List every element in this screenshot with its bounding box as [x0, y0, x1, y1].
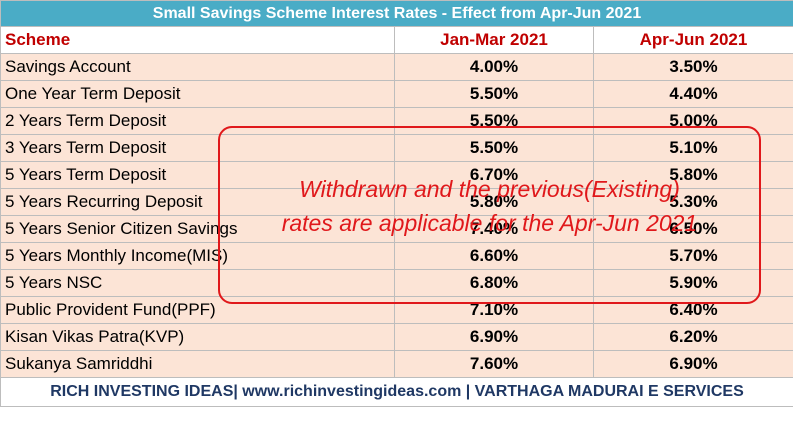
footer-credits: RICH INVESTING IDEAS| www.richinvestingi…: [0, 377, 793, 407]
apr-jun-rate-cell: 6.20%: [593, 323, 793, 351]
table-title: Small Savings Scheme Interest Rates - Ef…: [0, 0, 793, 27]
scheme-name-cell: 5 Years Monthly Income(MIS): [0, 242, 395, 270]
apr-jun-rate-cell: 5.70%: [593, 242, 793, 270]
scheme-name-cell: 5 Years Recurring Deposit: [0, 188, 395, 216]
jan-mar-rate-cell: 6.80%: [394, 269, 594, 297]
jan-mar-rate-cell: 6.60%: [394, 242, 594, 270]
footer-row: RICH INVESTING IDEAS| www.richinvestingi…: [0, 377, 793, 407]
table-row: Kisan Vikas Patra(KVP) 6.90% 6.20%: [0, 323, 793, 351]
scheme-name-cell: 2 Years Term Deposit: [0, 107, 395, 135]
scheme-name-cell: 5 Years Senior Citizen Savings: [0, 215, 395, 243]
apr-jun-rate-cell: 5.80%: [593, 161, 793, 189]
header-scheme: Scheme: [0, 26, 395, 54]
scheme-name-cell: One Year Term Deposit: [0, 80, 395, 108]
jan-mar-rate-cell: 4.00%: [394, 53, 594, 81]
table-row: Public Provident Fund(PPF) 7.10% 6.40%: [0, 296, 793, 324]
scheme-name-cell: Public Provident Fund(PPF): [0, 296, 395, 324]
header-apr-jun: Apr-Jun 2021: [593, 26, 793, 54]
jan-mar-rate-cell: 5.50%: [394, 134, 594, 162]
scheme-name-cell: Kisan Vikas Patra(KVP): [0, 323, 395, 351]
jan-mar-rate-cell: 6.90%: [394, 323, 594, 351]
title-row: Small Savings Scheme Interest Rates - Ef…: [0, 0, 793, 27]
scheme-name-cell: 5 Years NSC: [0, 269, 395, 297]
scheme-name-cell: Sukanya Samriddhi: [0, 350, 395, 378]
jan-mar-rate-cell: 7.10%: [394, 296, 594, 324]
table-row: 5 Years NSC 6.80% 5.90%: [0, 269, 793, 297]
jan-mar-rate-cell: 5.80%: [394, 188, 594, 216]
apr-jun-rate-cell: 5.90%: [593, 269, 793, 297]
table-row: 2 Years Term Deposit 5.50% 5.00%: [0, 107, 793, 135]
apr-jun-rate-cell: 6.50%: [593, 215, 793, 243]
apr-jun-rate-cell: 5.00%: [593, 107, 793, 135]
header-row: Scheme Jan-Mar 2021 Apr-Jun 2021: [0, 26, 793, 54]
table-row: 5 Years Monthly Income(MIS) 6.60% 5.70%: [0, 242, 793, 270]
apr-jun-rate-cell: 6.90%: [593, 350, 793, 378]
table-row: 5 Years Senior Citizen Savings 7.40% 6.50%: [0, 215, 793, 243]
apr-jun-rate-cell: 6.40%: [593, 296, 793, 324]
table-row: One Year Term Deposit 5.50% 4.40%: [0, 80, 793, 108]
jan-mar-rate-cell: 7.40%: [394, 215, 594, 243]
jan-mar-rate-cell: 7.60%: [394, 350, 594, 378]
apr-jun-rate-cell: 5.30%: [593, 188, 793, 216]
jan-mar-rate-cell: 5.50%: [394, 80, 594, 108]
table-row: 5 Years Term Deposit 6.70% 5.80%: [0, 161, 793, 189]
scheme-name-cell: 5 Years Term Deposit: [0, 161, 395, 189]
jan-mar-rate-cell: 6.70%: [394, 161, 594, 189]
table-row: Savings Account 4.00% 3.50%: [0, 53, 793, 81]
header-jan-mar: Jan-Mar 2021: [394, 26, 594, 54]
table-row: Sukanya Samriddhi 7.60% 6.90%: [0, 350, 793, 378]
table-row: 3 Years Term Deposit 5.50% 5.10%: [0, 134, 793, 162]
rates-table: Small Savings Scheme Interest Rates - Ef…: [0, 0, 793, 407]
table-row: 5 Years Recurring Deposit 5.80% 5.30%: [0, 188, 793, 216]
jan-mar-rate-cell: 5.50%: [394, 107, 594, 135]
rows-body: Savings Account 4.00% 3.50% One Year Term D…: [0, 53, 793, 378]
apr-jun-rate-cell: 4.40%: [593, 80, 793, 108]
scheme-name-cell: Savings Account: [0, 53, 395, 81]
scheme-name-cell: 3 Years Term Deposit: [0, 134, 395, 162]
apr-jun-rate-cell: 5.10%: [593, 134, 793, 162]
apr-jun-rate-cell: 3.50%: [593, 53, 793, 81]
